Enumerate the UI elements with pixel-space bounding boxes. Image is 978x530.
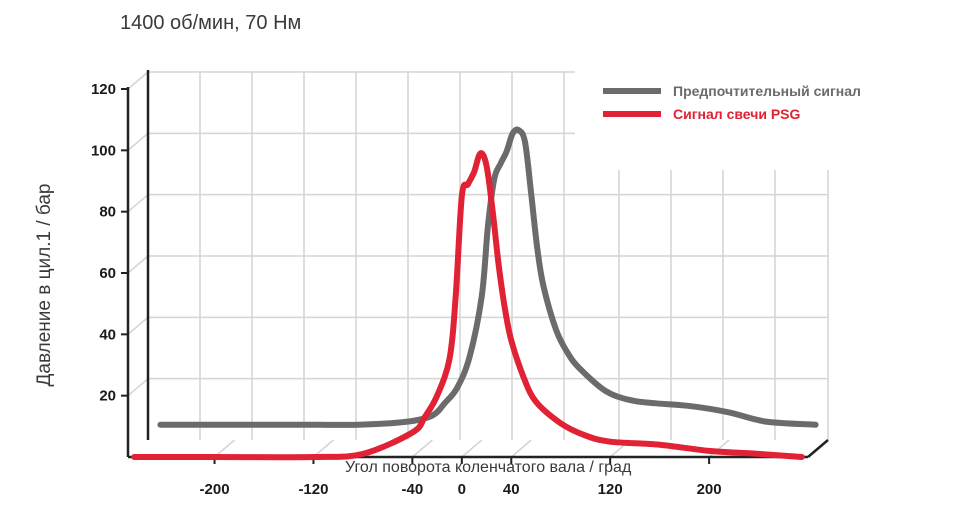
grid-connector — [127, 71, 149, 90]
floor-tick — [510, 439, 532, 458]
grid-connector — [127, 255, 149, 274]
x-tick-label: -120 — [298, 481, 328, 498]
grid-connector — [127, 132, 149, 151]
series-lines — [131, 126, 819, 461]
y-tick-label: 20 — [99, 388, 116, 405]
x-axis-end — [807, 439, 829, 458]
x-tick-label: 40 — [503, 481, 520, 498]
y-tick-label: 100 — [91, 142, 116, 159]
grid-connector — [127, 316, 149, 335]
floor-tick — [461, 439, 483, 458]
x-tick-label: -200 — [200, 481, 230, 498]
y-tick-label: 60 — [99, 265, 116, 282]
y-ticks: 20 40 60 80 100 120 — [91, 81, 128, 405]
x-tick-label: 0 — [458, 481, 466, 498]
y-tick-label: 80 — [99, 204, 116, 221]
grid-connector — [127, 378, 149, 397]
chart-subtitle: 1400 об/мин, 70 Нм — [120, 12, 302, 34]
series-line-2 — [131, 150, 805, 461]
series-line-1 — [157, 126, 819, 428]
floor-tick — [411, 439, 433, 458]
legend: Предпочтительный сигнал Сигнал свечи PSG — [603, 83, 861, 122]
y-axis-label: Давление в цил.1 / бар — [34, 184, 55, 387]
y-tick-label: 120 — [91, 81, 116, 98]
legend-label-1: Предпочтительный сигнал — [673, 83, 861, 99]
grid-connector — [127, 194, 149, 213]
x-tick-label: -40 — [402, 481, 424, 498]
x-ticks: -200 -120 -40 0 40 120 200 — [200, 457, 722, 498]
x-tick-label: 120 — [598, 481, 623, 498]
y-tick-label: 40 — [99, 326, 116, 343]
grid — [127, 71, 829, 458]
x-tick-label: 200 — [697, 481, 722, 498]
x-axis-label: Угол поворота коленчатого вала / град — [345, 459, 632, 476]
legend-label-2: Сигнал свечи PSG — [673, 106, 801, 122]
